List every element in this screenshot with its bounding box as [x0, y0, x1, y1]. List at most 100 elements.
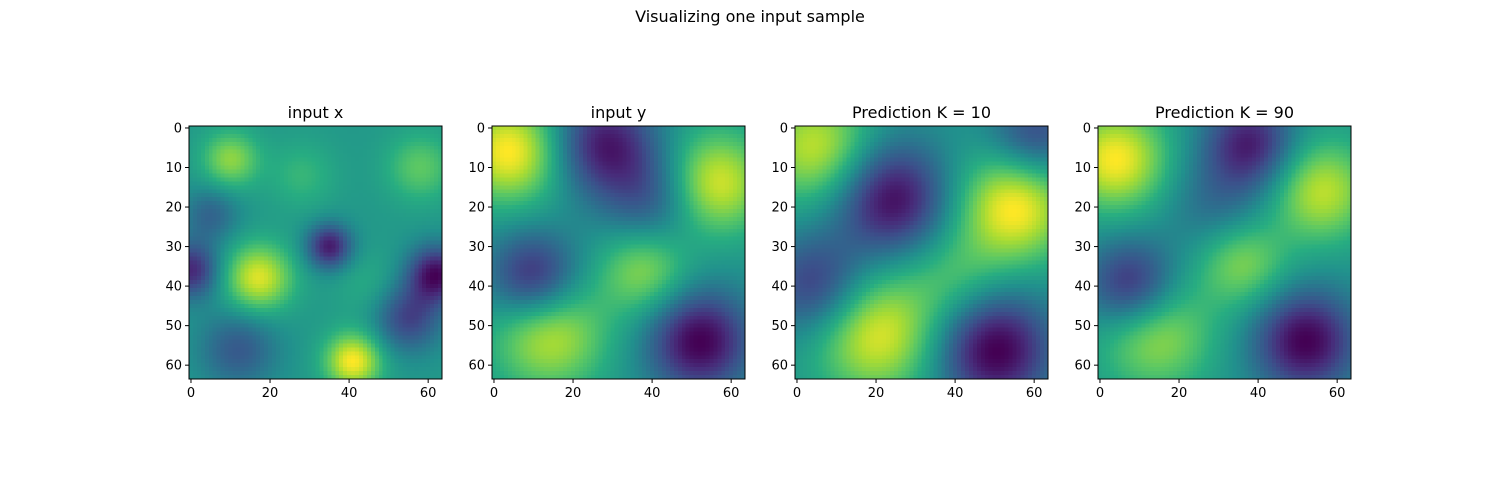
heatmap-cell	[295, 355, 301, 360]
heatmap-cell	[410, 224, 415, 230]
heatmap-cell	[260, 161, 265, 166]
heatmap-cell	[236, 201, 241, 206]
heatmap-cell	[335, 288, 340, 293]
heatmap-cell	[268, 165, 273, 170]
heatmap-cell	[638, 145, 643, 151]
heatmap-cell	[252, 185, 257, 190]
heatmap-cell	[422, 216, 427, 222]
heatmap-cell	[335, 212, 340, 218]
heatmap-cell	[248, 126, 253, 131]
heatmap-cell	[307, 248, 312, 253]
heatmap-cell	[347, 220, 352, 226]
heatmap-cell	[398, 181, 403, 186]
heatmap-cell	[204, 288, 210, 293]
heatmap-cell	[374, 157, 380, 162]
heatmap-cell	[382, 185, 387, 190]
heatmap-cell	[279, 272, 285, 277]
heatmap-cell	[358, 193, 364, 198]
heatmap-cell	[567, 141, 572, 147]
heatmap-cell	[614, 153, 619, 158]
heatmap-cell	[299, 371, 304, 376]
heatmap-cell	[594, 153, 600, 158]
heatmap-cell	[299, 244, 304, 249]
heatmap-cell	[378, 185, 384, 190]
heatmap-cell	[382, 153, 387, 158]
heatmap-cell	[283, 220, 289, 226]
heatmap-cell	[295, 252, 301, 257]
heatmap-cell	[669, 157, 675, 162]
heatmap-cell	[374, 363, 380, 368]
heatmap-cell	[406, 363, 411, 368]
heatmap-cell	[307, 280, 312, 285]
heatmap-cell	[430, 343, 435, 348]
heatmap-cell	[279, 264, 285, 269]
heatmap-cell	[189, 351, 194, 356]
heatmap-cell	[390, 216, 395, 222]
heatmap-cell	[366, 165, 372, 170]
heatmap-cell	[378, 161, 384, 166]
heatmap-cell	[275, 260, 281, 265]
heatmap-cell	[228, 224, 233, 230]
heatmap-cell	[434, 347, 439, 352]
heatmap-cell	[327, 133, 332, 139]
heatmap-cell	[634, 153, 639, 158]
heatmap-cell	[311, 268, 316, 273]
heatmap-cell	[208, 339, 214, 344]
heatmap-cell	[236, 375, 241, 380]
heatmap-cell	[717, 161, 722, 166]
heatmap-cell	[220, 212, 225, 218]
heatmap-cell	[311, 236, 316, 241]
heatmap-cell	[275, 335, 281, 340]
heatmap-cell	[430, 280, 435, 285]
heatmap-cell	[208, 169, 214, 174]
heatmap-cell	[414, 228, 419, 234]
heatmap-cell	[370, 335, 376, 340]
heatmap-cell	[315, 161, 320, 166]
heatmap-cell	[264, 351, 269, 356]
heatmap-cell	[256, 228, 261, 234]
heatmap-cell	[390, 129, 395, 135]
heatmap-cell	[189, 367, 194, 372]
heatmap-cell	[216, 295, 221, 301]
heatmap-cell	[410, 276, 415, 281]
heatmap-cell	[299, 165, 304, 170]
heatmap-cell	[260, 252, 265, 257]
heatmap-cell	[335, 375, 340, 380]
heatmap-cell	[323, 268, 328, 273]
heatmap-cell	[311, 201, 316, 206]
heatmap-cell	[681, 133, 687, 139]
heatmap-cell	[370, 224, 376, 230]
heatmap-cell	[264, 224, 269, 230]
heatmap-cell	[303, 236, 308, 241]
heatmap-cell	[323, 129, 328, 135]
heatmap-cell	[208, 228, 214, 234]
heatmap-cell	[295, 205, 301, 210]
heatmap-cell	[638, 177, 643, 182]
heatmap-cell	[189, 327, 194, 332]
heatmap-cell	[311, 177, 316, 182]
heatmap-cell	[311, 216, 316, 222]
heatmap-cell	[275, 327, 281, 332]
heatmap-cell	[370, 359, 376, 364]
heatmap-cell	[382, 205, 387, 210]
heatmap-cell	[358, 126, 364, 131]
heatmap-cell	[228, 264, 233, 269]
heatmap-cell	[307, 209, 312, 214]
heatmap-cell	[378, 177, 384, 182]
heatmap-cell	[351, 169, 356, 174]
heatmap-cell	[240, 161, 245, 166]
heatmap-cell	[252, 355, 257, 360]
heatmap-cell	[256, 331, 261, 336]
heatmap-cell	[567, 149, 572, 155]
heatmap-cell	[351, 141, 356, 147]
heatmap-cell	[499, 177, 505, 182]
heatmap-cell	[386, 307, 391, 313]
heatmap-cell	[228, 371, 233, 376]
heatmap-cell	[220, 126, 225, 131]
heatmap-cell	[315, 307, 320, 313]
heatmap-cell	[567, 133, 572, 139]
heatmap-cell	[418, 339, 423, 344]
heatmap-cell	[272, 201, 277, 206]
heatmap-cell	[307, 189, 312, 194]
heatmap-cell	[347, 224, 352, 230]
